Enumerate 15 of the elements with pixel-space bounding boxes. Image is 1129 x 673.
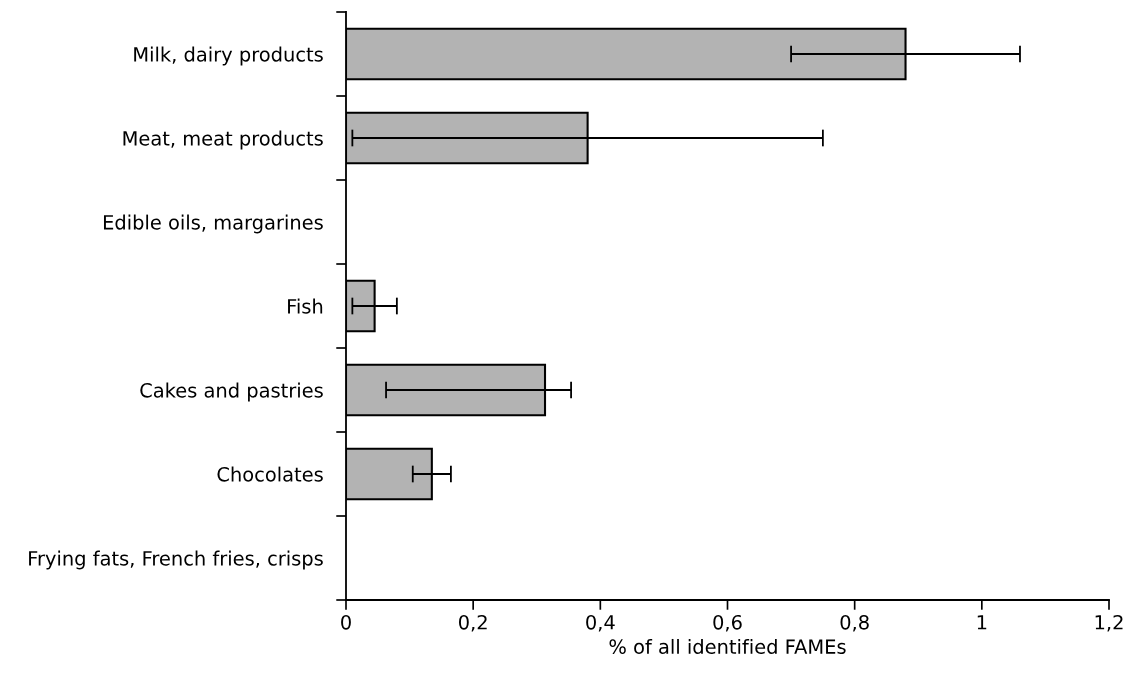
y-tick-label: Meat, meat products <box>123 130 323 150</box>
y-tick-label: Edible oils, margarines <box>103 214 323 234</box>
x-tick-label: 0,4 <box>586 614 615 632</box>
x-tick-label: 0 <box>341 614 351 630</box>
x-tick-label: 0,8 <box>840 614 869 632</box>
x-tick-label: 0,2 <box>458 614 487 632</box>
y-tick-label: Milk, dairy products <box>134 46 323 66</box>
y-tick-label: Fish <box>288 298 323 314</box>
y-tick-label: Chocolates <box>217 466 323 482</box>
y-tick-label: Frying fats, French fries, crisps <box>29 550 323 570</box>
x-tick-label: 1,2 <box>1095 614 1123 632</box>
y-tick-label: Cakes and pastries <box>140 382 323 402</box>
x-tick-label: 1 <box>977 615 987 630</box>
x-tick-label: 0,6 <box>713 614 742 632</box>
x-axis-title: % of all identified FAMEs <box>609 638 846 655</box>
